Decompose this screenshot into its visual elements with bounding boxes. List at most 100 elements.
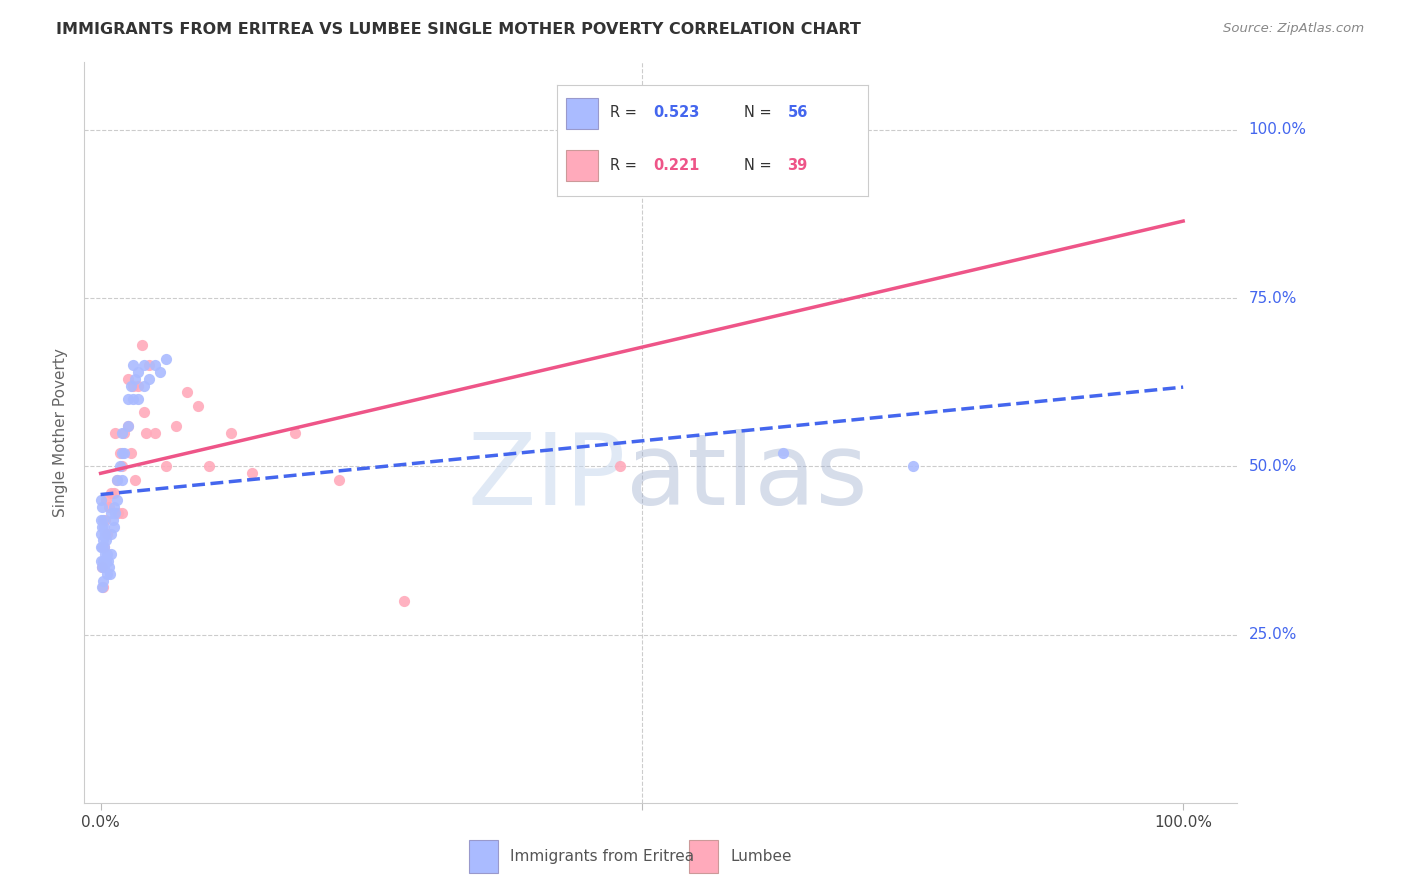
Point [96, 526, 118, 541]
Point [90, 560, 112, 574]
Point [127, 392, 149, 406]
Point [90, 492, 112, 507]
Point [105, 473, 128, 487]
Point [901, 459, 924, 474]
Point [112, 446, 135, 460]
Point [90, 513, 112, 527]
Point [124, 372, 146, 386]
Point [132, 405, 155, 419]
Point [127, 378, 149, 392]
Text: 75.0%: 75.0% [1249, 291, 1296, 305]
Point [93, 540, 115, 554]
Point [105, 473, 128, 487]
Point [100, 547, 122, 561]
Point [122, 392, 145, 406]
Point [117, 418, 139, 433]
Point [117, 392, 139, 406]
Point [284, 425, 307, 440]
Point [90, 540, 112, 554]
Point [132, 359, 155, 373]
Point [155, 459, 177, 474]
Point [143, 425, 166, 440]
Point [240, 466, 263, 480]
Point [90, 560, 112, 574]
Point [117, 418, 139, 433]
Point [103, 520, 125, 534]
Point [392, 594, 415, 608]
Point [155, 351, 177, 366]
Point [91, 581, 114, 595]
Point [135, 425, 157, 440]
Point [138, 372, 160, 386]
Point [138, 359, 160, 373]
Point [149, 365, 172, 379]
Point [93, 540, 115, 554]
Text: ZIP: ZIP [468, 428, 626, 525]
Point [120, 446, 142, 460]
Y-axis label: Single Mother Poverty: Single Mother Poverty [52, 348, 67, 517]
Point [93, 560, 115, 574]
Point [198, 459, 221, 474]
Point [772, 446, 794, 460]
Point [98, 560, 121, 574]
Point [94, 526, 117, 541]
Point [91, 533, 114, 548]
Point [98, 500, 121, 514]
Point [90, 520, 112, 534]
Point [112, 425, 135, 440]
Point [96, 566, 118, 581]
Point [165, 418, 187, 433]
Point [117, 372, 139, 386]
Point [94, 553, 117, 567]
Point [127, 365, 149, 379]
Point [652, 143, 675, 157]
Point [107, 507, 129, 521]
Point [97, 553, 120, 567]
Point [91, 513, 114, 527]
Point [187, 399, 209, 413]
Point [91, 553, 114, 567]
Point [96, 547, 118, 561]
Point [104, 425, 127, 440]
Point [94, 533, 117, 548]
Point [98, 566, 121, 581]
Text: 100.0%: 100.0% [1249, 122, 1306, 137]
Point [111, 459, 134, 474]
Point [100, 507, 122, 521]
Point [90, 553, 112, 567]
Point [90, 526, 112, 541]
Point [111, 507, 134, 521]
Point [111, 473, 134, 487]
Point [609, 459, 631, 474]
Point [94, 513, 117, 527]
Point [328, 473, 350, 487]
Point [104, 507, 127, 521]
Point [219, 425, 242, 440]
Point [100, 526, 122, 541]
Point [101, 513, 124, 527]
Point [91, 574, 114, 588]
Point [94, 492, 117, 507]
Point [132, 378, 155, 392]
Text: Source: ZipAtlas.com: Source: ZipAtlas.com [1223, 22, 1364, 36]
Text: IMMIGRANTS FROM ERITREA VS LUMBEE SINGLE MOTHER POVERTY CORRELATION CHART: IMMIGRANTS FROM ERITREA VS LUMBEE SINGLE… [56, 22, 860, 37]
Point [122, 378, 145, 392]
Text: 50.0%: 50.0% [1249, 458, 1296, 474]
Point [90, 581, 112, 595]
Point [93, 520, 115, 534]
Point [108, 446, 131, 460]
Point [105, 492, 128, 507]
Text: atlas: atlas [626, 428, 868, 525]
Point [94, 547, 117, 561]
Text: 25.0%: 25.0% [1249, 627, 1296, 642]
Point [122, 359, 145, 373]
Point [100, 486, 122, 500]
Point [120, 378, 142, 392]
Point [90, 500, 112, 514]
Point [131, 338, 153, 352]
Point [103, 486, 125, 500]
Point [103, 500, 125, 514]
Point [124, 473, 146, 487]
Point [111, 446, 134, 460]
Point [90, 540, 112, 554]
